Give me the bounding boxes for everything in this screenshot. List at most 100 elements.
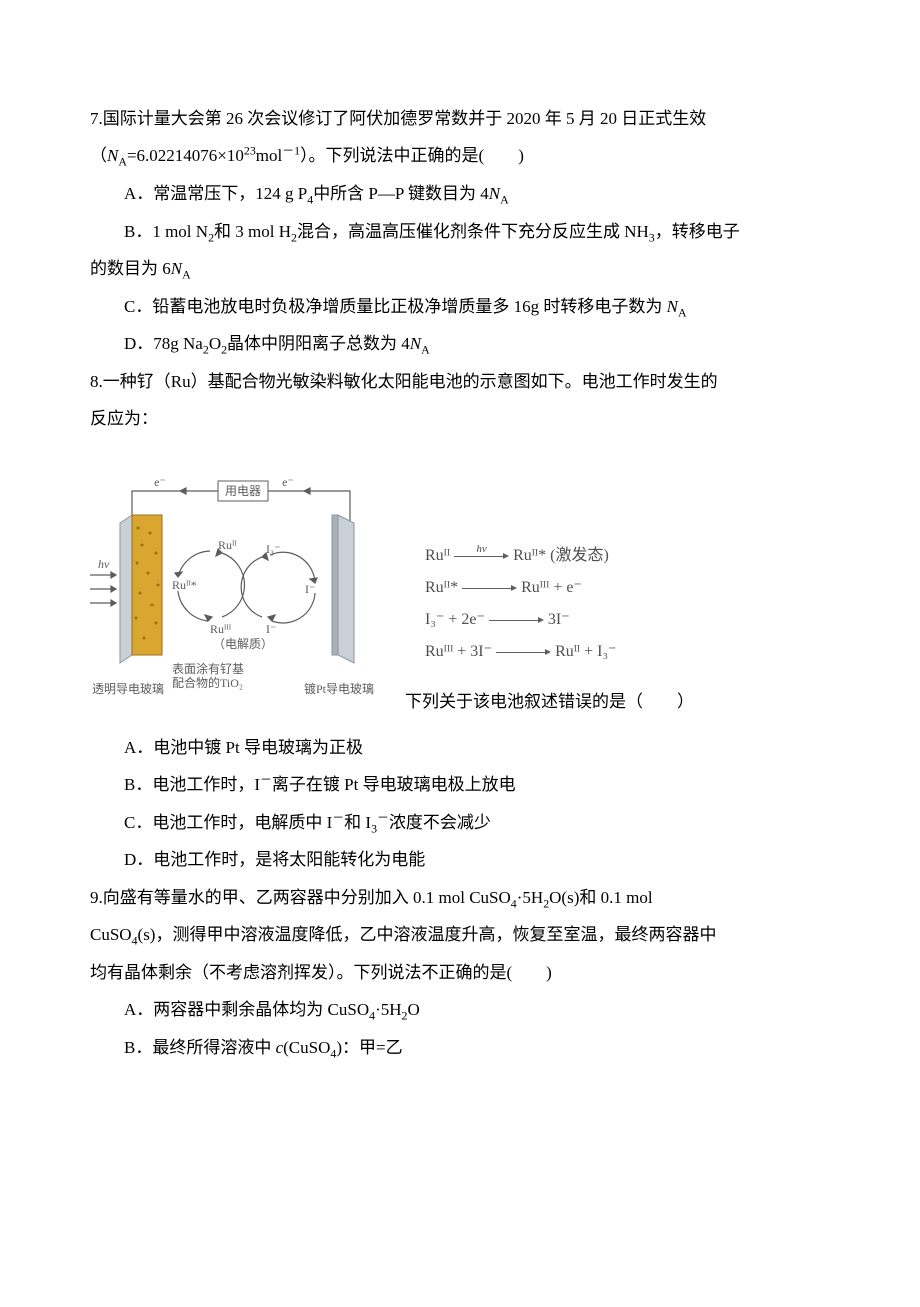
na-n: N xyxy=(107,146,118,165)
q9-l2-pre: CuSO xyxy=(90,925,132,944)
opt-a-post: O xyxy=(407,1000,419,1019)
q7-option-b-line1: B．1 mol N2和 3 mol H2混合，高温高压催化剂条件下充分反应生成 … xyxy=(90,213,830,251)
q9-l1-mid1: ·5H xyxy=(517,888,543,907)
eq1-r: Ruᴵᴵ* (激发态) xyxy=(513,547,609,564)
opt-b-pre: B．1 mol N xyxy=(124,222,208,241)
eq1-l: Ruᴵᴵ xyxy=(425,547,450,564)
eq1: Ruᴵᴵ hv Ruᴵᴵ* (激发态) xyxy=(425,540,830,572)
unit: mol xyxy=(256,146,282,165)
na-a: A xyxy=(500,192,509,206)
sup-minus: － xyxy=(332,810,344,824)
q8-option-b: B．电池工作时，I－离子在镀 Pt 导电玻璃电极上放电 xyxy=(90,766,830,803)
opt-b-pre: B．最终所得溶液中 xyxy=(124,1038,276,1057)
na-n: N xyxy=(410,334,421,353)
opt-a-mid: 中所含 P—P 键数目为 4 xyxy=(313,184,489,203)
opt-d-pre: D．78g Na xyxy=(124,334,203,353)
q8-stem-line1: 8.一种钌（Ru）基配合物光敏染料敏化太阳能电池的示意图如下。电池工作时发生的 xyxy=(90,363,830,400)
i-label-right: I⁻ xyxy=(305,582,315,596)
e-right: e⁻ xyxy=(282,475,294,489)
opt-d-mid1: O xyxy=(209,334,221,353)
hv-label: hv xyxy=(98,557,110,571)
na-n: N xyxy=(171,259,182,278)
opt-b-l2-pre: 的数目为 6 xyxy=(90,259,171,278)
q7-stem-line2: （NA=6.02214076×1023mol－1）。下列说法中正确的是( ) xyxy=(90,137,830,175)
q7-stem-line1: 7.国际计量大会第 26 次会议修订了阿伏加德罗常数并于 2020 年 5 月 … xyxy=(90,100,830,137)
na-a: A xyxy=(678,305,687,319)
q8-figure-row: 用电器 e⁻ e⁻ hv xyxy=(90,473,830,708)
ru3-label: Ruᴵᴵᴵ xyxy=(210,622,232,636)
q8-option-d: D．电池工作时，是将太阳能转化为电能 xyxy=(90,841,830,878)
electrolyte-label: （电解质） xyxy=(213,637,273,651)
eq-val: =6.02214076×10 xyxy=(127,146,244,165)
eq2-l: Ruᴵᴵ* xyxy=(425,579,458,596)
arrow-icon xyxy=(489,612,544,628)
eq3: I₃⁻ + 2e⁻ 3I⁻ xyxy=(425,604,830,636)
pt-caption: 镀Pt导电玻璃 xyxy=(304,682,374,696)
paren-open: （ xyxy=(90,146,107,165)
opt-b-pre: B．电池工作时，I xyxy=(124,775,260,794)
opt-a-mid: ·5H xyxy=(375,1000,401,1019)
q7-option-b-line2: 的数目为 6NA xyxy=(90,250,830,288)
q7-option-d: D．78g Na2O2晶体中阴阳离子总数为 4NA xyxy=(90,325,830,363)
sup-minus: － xyxy=(260,773,272,787)
q9-option-a: A．两容器中剩余晶体均为 CuSO4·5H2O xyxy=(90,991,830,1029)
q8-diagram: 用电器 e⁻ e⁻ hv xyxy=(90,473,395,708)
exam-page: 7.国际计量大会第 26 次会议修订了阿伏加德罗常数并于 2020 年 5 月 … xyxy=(0,0,920,1307)
opt-b-mid2: 混合，高温高压催化剂条件下充分反应生成 NH xyxy=(297,222,649,241)
na-a: A xyxy=(421,343,430,357)
opt-b-mid: (CuSO xyxy=(283,1038,330,1057)
eq3-r: 3I⁻ xyxy=(548,611,570,628)
eq4-l: Ruᴵᴵᴵ + 3I⁻ xyxy=(425,643,492,660)
opt-b-post: 离子在镀 Pt 导电玻璃电极上放电 xyxy=(272,775,516,794)
e-left: e⁻ xyxy=(154,475,166,489)
q9-l2-post: (s)，测得甲中溶液温度降低，乙中溶液温度升高，恢复至室温，最终两容器中 xyxy=(138,925,717,944)
eq2: Ruᴵᴵ* Ruᴵᴵᴵ + e⁻ xyxy=(425,572,830,604)
i3-label: I₃⁻ xyxy=(266,542,281,556)
q7-option-a: A．常温常压下，124 g P4中所含 P—P 键数目为 4NA xyxy=(90,175,830,213)
na-n: N xyxy=(667,297,678,316)
opt-c-pre: C．电池工作时，电解质中 I xyxy=(124,813,332,832)
arrow-icon xyxy=(462,580,517,596)
opt-c-mid: 和 I xyxy=(344,813,371,832)
q8-option-c: C．电池工作时，电解质中 I－和 I3－浓度不会减少 xyxy=(90,804,830,842)
opt-b-post: )：甲=乙 xyxy=(336,1038,402,1057)
opt-c-post: 浓度不会减少 xyxy=(389,813,491,832)
tio2-caption-2: 配合物的TiO₂ xyxy=(172,675,243,690)
na-a: A xyxy=(182,268,191,282)
opt-a-pre: A．常温常压下，124 g P xyxy=(124,184,307,203)
q8-post-diagram: 下列关于该电池叙述错误的是（ ） xyxy=(395,683,830,724)
eq4-r: Ruᴵᴵ + I₃⁻ xyxy=(555,643,616,660)
arrow-icon xyxy=(496,644,551,660)
opt-a-pre: A．两容器中剩余晶体均为 CuSO xyxy=(124,1000,369,1019)
left-glass-caption: 透明导电玻璃 xyxy=(92,682,164,696)
exp23: 23 xyxy=(244,144,256,158)
ru2-label: Ruᴵᴵ xyxy=(218,538,237,552)
unit-exp: －1 xyxy=(282,144,300,158)
arrow-icon: hv xyxy=(454,548,509,564)
na-n: N xyxy=(489,184,500,203)
q9-l1-mid2: O(s)和 0.1 mol xyxy=(549,888,652,907)
eq4: Ruᴵᴵᴵ + 3I⁻ Ruᴵᴵ + I₃⁻ xyxy=(425,636,830,668)
q9-stem-line3: 均有晶体剩余（不考虑溶剂挥发）。下列说法不正确的是( ) xyxy=(90,954,830,991)
eq2-r: Ruᴵᴵᴵ + e⁻ xyxy=(521,579,582,596)
opt-b-mid1: 和 3 mol H xyxy=(214,222,291,241)
sup-minus: － xyxy=(377,810,389,824)
opt-b-mid3: ，转移电子 xyxy=(655,222,740,241)
eq3-l: I₃⁻ + 2e⁻ xyxy=(425,611,485,628)
ru2star-label: Ruᴵᴵ* xyxy=(172,578,197,592)
q9-option-b: B．最终所得溶液中 c(CuSO4)：甲=乙 xyxy=(90,1029,830,1067)
q8-option-a: A．电池中镀 Pt 导电玻璃为正极 xyxy=(90,729,830,766)
i-label-bottom: I⁻ xyxy=(266,622,276,636)
load-label: 用电器 xyxy=(225,484,261,498)
q9-l1-pre: 9.向盛有等量水的甲、乙两容器中分别加入 0.1 mol CuSO xyxy=(90,888,511,907)
opt-d-mid2: 晶体中阴阳离子总数为 4 xyxy=(227,334,410,353)
q7-option-c: C．铅蓄电池放电时负极净增质量比正极净增质量多 16g 时转移电子数为 NA xyxy=(90,288,830,326)
q8-stem-line2: 反应为： xyxy=(90,400,830,437)
c-italic: c xyxy=(276,1038,284,1057)
tio2-caption-1: 表面涂有钌基 xyxy=(172,661,244,676)
na-a: A xyxy=(118,155,127,169)
stem-post: ）。下列说法中正确的是( ) xyxy=(300,146,524,165)
eq1-top: hv xyxy=(454,538,509,560)
q9-stem-line1: 9.向盛有等量水的甲、乙两容器中分别加入 0.1 mol CuSO4·5H2O(… xyxy=(90,879,830,917)
q9-stem-line2: CuSO4(s)，测得甲中溶液温度降低，乙中溶液温度升高，恢复至室温，最终两容器… xyxy=(90,916,830,954)
